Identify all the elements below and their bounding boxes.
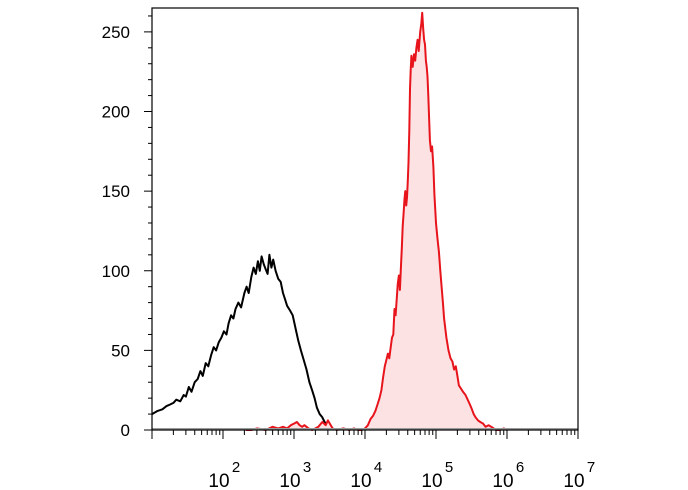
series-0-line [151, 253, 328, 426]
x-tick-label-base: 10 [279, 471, 300, 490]
x-tick-label-base: 10 [208, 471, 229, 490]
x-tick-label-base: 10 [492, 471, 513, 490]
series-layer [151, 11, 578, 431]
y-tick-label: 250 [102, 23, 130, 42]
y-tick-label: 200 [102, 103, 130, 122]
x-tick-label-exponent: 3 [303, 459, 311, 476]
y-tick-label: 0 [121, 421, 130, 440]
series-1-line [245, 11, 508, 431]
x-tick-label-base: 10 [350, 471, 371, 490]
x-tick-label-exponent: 5 [445, 459, 453, 476]
y-tick-label: 50 [111, 341, 130, 360]
x-tick-label-exponent: 4 [374, 459, 382, 476]
x-tick-label-exponent: 2 [232, 459, 240, 476]
x-tick-label-base: 10 [563, 471, 584, 490]
y-tick-label: 100 [102, 262, 130, 281]
x-tick-label-exponent: 7 [587, 459, 595, 476]
plot-frame [151, 7, 579, 431]
y-tick-label: 150 [102, 182, 130, 201]
series-1-fill [245, 12, 507, 431]
x-tick-label-exponent: 6 [516, 459, 524, 476]
x-tick-label-base: 10 [421, 471, 442, 490]
